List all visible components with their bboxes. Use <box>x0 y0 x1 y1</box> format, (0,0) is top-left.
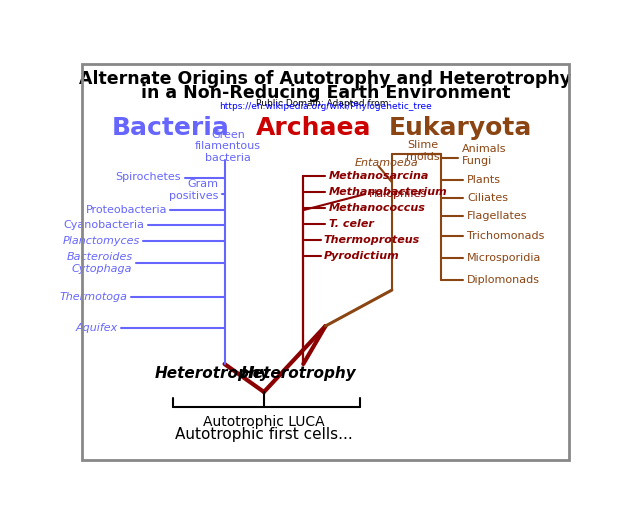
Text: Halophiles: Halophiles <box>369 189 427 199</box>
Text: Aquifex: Aquifex <box>76 323 117 333</box>
Text: Pyrodictium: Pyrodictium <box>324 251 399 261</box>
Text: Cyanobacteria: Cyanobacteria <box>64 221 145 230</box>
Text: https://en.wikipedia.org/wiki/Phylogenetic_tree: https://en.wikipedia.org/wiki/Phylogenet… <box>219 102 432 111</box>
Text: Planctomyces: Planctomyces <box>63 236 140 247</box>
Text: Heterotrophy: Heterotrophy <box>241 366 356 381</box>
Text: Methanobacterium: Methanobacterium <box>329 187 448 197</box>
Text: Slime
molds: Slime molds <box>406 140 439 162</box>
Text: Autotrophic LUCA: Autotrophic LUCA <box>203 415 324 429</box>
Text: in a Non-Reducing Earth Environment: in a Non-Reducing Earth Environment <box>141 84 510 102</box>
Text: Thermotoga: Thermotoga <box>60 292 128 302</box>
Text: Public Domain; Adapted from:: Public Domain; Adapted from: <box>257 99 394 108</box>
Text: Eukaryota: Eukaryota <box>389 116 533 140</box>
Text: Gram
positives: Gram positives <box>170 180 218 201</box>
Text: Animals
Fungi: Animals Fungi <box>462 144 507 166</box>
Text: Ciliates: Ciliates <box>467 193 508 203</box>
Text: Heterotrophy: Heterotrophy <box>154 366 270 381</box>
Text: Diplomonads: Diplomonads <box>467 275 540 285</box>
Text: Entamoeba: Entamoeba <box>355 158 418 168</box>
Text: Bacteroides
Cytophaga: Bacteroides Cytophaga <box>67 252 133 274</box>
Text: Trichomonads: Trichomonads <box>467 231 545 241</box>
Text: Alternate Origins of Autotrophy and Heterotrophy: Alternate Origins of Autotrophy and Hete… <box>79 70 572 88</box>
Text: Methanosarcina: Methanosarcina <box>329 171 429 181</box>
Text: Plants: Plants <box>467 175 501 185</box>
Text: Proteobacteria: Proteobacteria <box>86 205 167 215</box>
Text: T. celer: T. celer <box>329 219 374 229</box>
Text: Bacteria: Bacteria <box>112 116 229 140</box>
Text: Archaea: Archaea <box>255 116 371 140</box>
Text: Flagellates: Flagellates <box>467 211 528 221</box>
Text: Thermoproteus: Thermoproteus <box>324 235 420 245</box>
Text: Autotrophic first cells...: Autotrophic first cells... <box>175 427 353 442</box>
Text: Microsporidia: Microsporidia <box>467 253 542 263</box>
Text: Spirochetes: Spirochetes <box>116 172 181 182</box>
Text: Methanococcus: Methanococcus <box>329 203 425 213</box>
Text: Green
filamentous
bacteria: Green filamentous bacteria <box>195 130 261 163</box>
